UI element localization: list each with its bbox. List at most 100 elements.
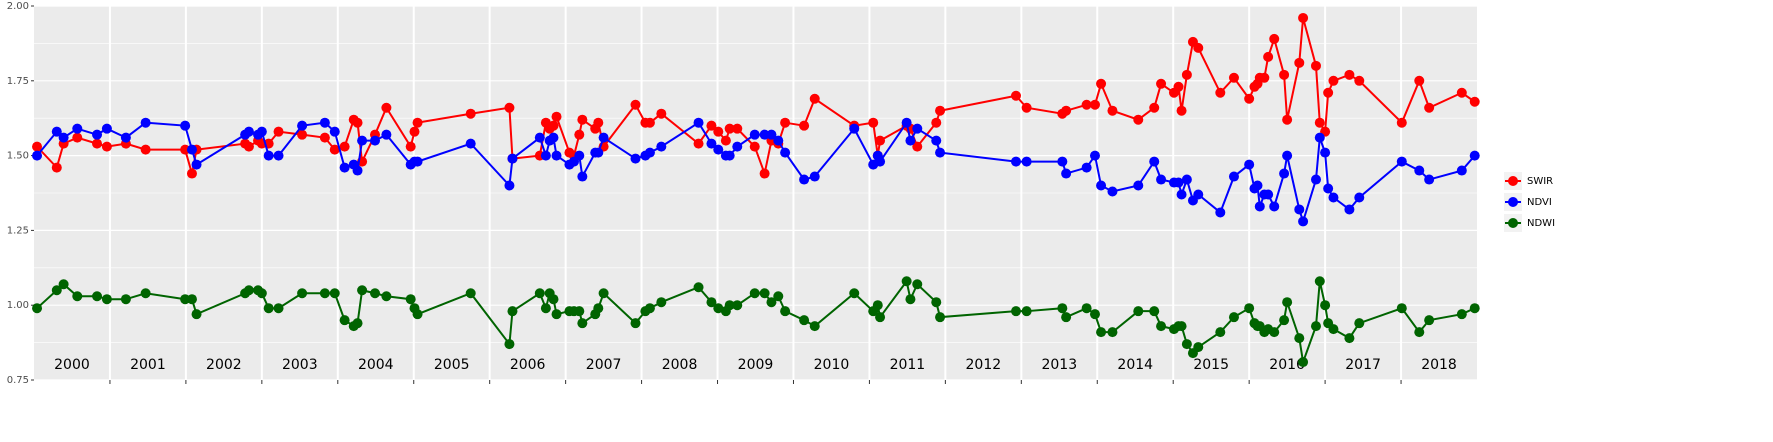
data-point [140, 117, 151, 128]
data-point [1057, 156, 1068, 167]
data-point [713, 303, 724, 314]
data-point [1414, 165, 1425, 176]
data-point [1228, 312, 1239, 323]
data-point [901, 117, 912, 128]
data-point [412, 156, 423, 167]
data-point [273, 126, 284, 137]
data-point [72, 132, 83, 143]
data-point [749, 288, 760, 299]
year-label: 2006 [510, 357, 546, 373]
data-point [577, 318, 588, 329]
data-point [551, 111, 562, 122]
data-point [273, 150, 284, 161]
data-point [1354, 318, 1365, 329]
data-point [1298, 216, 1309, 227]
data-point [191, 309, 202, 320]
data-point [1310, 174, 1321, 185]
data-point [72, 291, 83, 302]
data-point [849, 288, 860, 299]
data-point [370, 135, 381, 146]
data-point [1215, 327, 1226, 338]
data-point [58, 132, 69, 143]
data-point [644, 303, 655, 314]
data-point [780, 117, 791, 128]
data-point [297, 120, 308, 131]
data-point [339, 141, 350, 152]
data-point [931, 135, 942, 146]
data-point [405, 294, 416, 305]
data-point [1328, 75, 1339, 86]
data-point [1414, 75, 1425, 86]
data-point [1320, 300, 1331, 311]
data-point [872, 300, 883, 311]
data-point [381, 291, 392, 302]
data-point [72, 123, 83, 134]
data-point [180, 120, 191, 131]
year-label: 2005 [434, 357, 470, 373]
data-point [574, 129, 585, 140]
data-point [180, 144, 191, 155]
data-point [1259, 72, 1270, 83]
data-point [319, 288, 330, 299]
data-point [1181, 174, 1192, 185]
data-point [732, 141, 743, 152]
data-point [935, 105, 946, 116]
data-point [548, 120, 559, 131]
data-point [352, 318, 363, 329]
data-point [1021, 156, 1032, 167]
data-point [1081, 99, 1092, 110]
y-tick-label: 1.50 [7, 151, 29, 162]
data-point [656, 108, 667, 119]
data-point [1244, 303, 1255, 314]
y-tick-label: 1.00 [7, 300, 29, 311]
data-point [186, 168, 197, 179]
data-point [1244, 159, 1255, 170]
data-point [693, 282, 704, 293]
data-point [1294, 204, 1305, 215]
data-point [263, 150, 274, 161]
data-point [1021, 306, 1032, 317]
data-point [1320, 147, 1331, 158]
data-point [329, 144, 340, 155]
year-label: 2002 [206, 357, 242, 373]
data-point [1279, 69, 1290, 80]
data-point [339, 162, 350, 173]
y-tick-label: 2.00 [7, 1, 29, 12]
data-point [504, 102, 515, 113]
data-point [412, 309, 423, 320]
data-point [32, 141, 43, 152]
data-point [1156, 78, 1167, 89]
data-point [548, 132, 559, 143]
data-point [1282, 114, 1293, 125]
year-label: 2012 [966, 357, 1002, 373]
data-point [799, 315, 810, 326]
data-point [1107, 327, 1118, 338]
data-point [809, 171, 820, 182]
data-point [1089, 99, 1100, 110]
data-point [656, 141, 667, 152]
data-point [1314, 276, 1325, 287]
data-point [1010, 306, 1021, 317]
data-point [1176, 321, 1187, 332]
data-point [593, 303, 604, 314]
data-point [1396, 156, 1407, 167]
data-point [256, 126, 267, 137]
data-point [339, 315, 350, 326]
data-point [780, 306, 791, 317]
data-point [405, 141, 416, 152]
data-point [1149, 102, 1160, 113]
data-point [507, 306, 518, 317]
data-point [1344, 333, 1355, 344]
data-point [593, 147, 604, 158]
year-label: 2000 [54, 357, 90, 373]
data-point [1107, 105, 1118, 116]
data-point [1279, 168, 1290, 179]
data-point [120, 132, 131, 143]
data-point [901, 276, 912, 287]
data-point [630, 99, 641, 110]
data-point [352, 165, 363, 176]
data-point [931, 297, 942, 308]
data-point [598, 132, 609, 143]
y-tick-label: 1.25 [7, 225, 29, 236]
